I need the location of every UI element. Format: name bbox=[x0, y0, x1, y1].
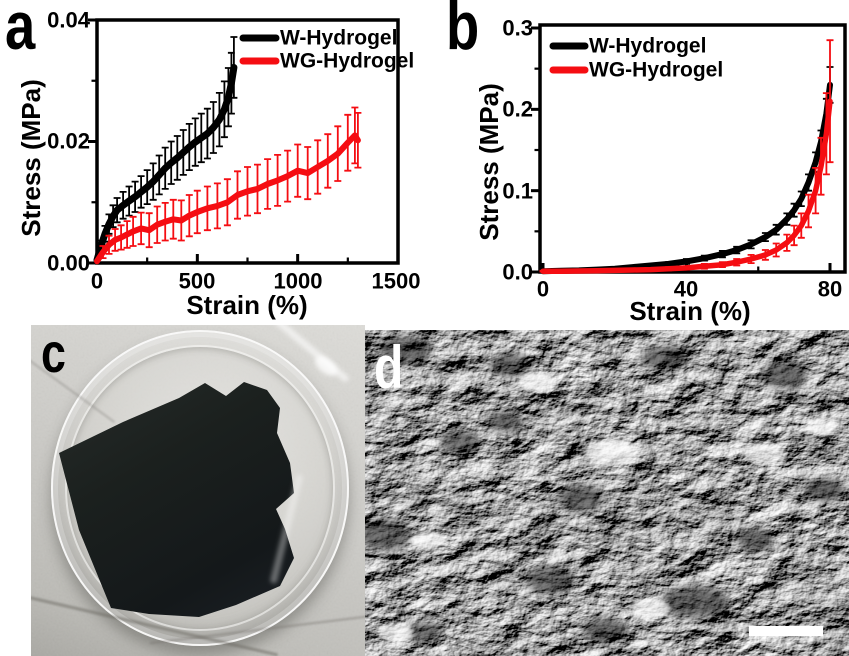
a-ytick-label: 0.02 bbox=[47, 129, 90, 154]
panel-c-letter: c bbox=[41, 325, 66, 384]
a-ytick-label: 0.00 bbox=[47, 251, 90, 276]
b-x-axis-title: Strain (%) bbox=[629, 296, 751, 326]
b-legend-label-w: W-Hydrogel bbox=[589, 35, 706, 58]
error-bars bbox=[99, 106, 362, 259]
panel-d-letter: d bbox=[374, 334, 404, 401]
b-ytick-label: 0.0 bbox=[502, 260, 533, 285]
a-ytick-label: 0.04 bbox=[47, 8, 91, 33]
chart-canvas bbox=[88, 18, 400, 265]
b-xtick-label: 40 bbox=[674, 277, 698, 302]
a-x-axis-title: Strain (%) bbox=[186, 290, 308, 320]
panel-a-letter: a bbox=[5, 0, 36, 64]
series-line bbox=[94, 132, 361, 265]
b-ytick-label: 0.2 bbox=[502, 97, 533, 122]
sem-dark-pores bbox=[365, 336, 845, 642]
series-line bbox=[540, 98, 833, 274]
b-legend-label-wg: WG-Hydrogel bbox=[589, 59, 723, 82]
b-xtick-label: 0 bbox=[537, 277, 549, 302]
series-line bbox=[93, 63, 238, 264]
a-legend-label-wg: WG-Hydrogel bbox=[280, 50, 414, 73]
b-xtick-label: 80 bbox=[818, 277, 842, 302]
a-xtick-label: 500 bbox=[179, 269, 216, 294]
panel-a-chart: 0.00 0.02 0.04 0 500 1000 1500 W-Hydroge… bbox=[47, 8, 421, 294]
petri-dish-inner-rim bbox=[65, 345, 335, 631]
a-xtick-label: 1000 bbox=[274, 269, 323, 294]
a-y-axis-title: Stress (MPa) bbox=[16, 79, 46, 237]
panel-b-letter: b bbox=[446, 0, 480, 64]
panel-b-chart: 0.0 0.1 0.2 0.3 0 40 80 W-Hydrogel WG-Hy… bbox=[502, 16, 847, 302]
sem-bright-flakes bbox=[377, 373, 839, 641]
sem-texture bbox=[365, 330, 849, 656]
chart-canvas bbox=[531, 23, 847, 275]
a-legend-label-w: W-Hydrogel bbox=[280, 27, 397, 50]
b-ytick-label: 0.1 bbox=[502, 179, 533, 204]
panel-c-photo: c bbox=[31, 325, 365, 656]
panel-d-sem-image: d bbox=[365, 330, 849, 656]
b-ytick-label: 0.3 bbox=[502, 16, 533, 41]
sem-scale-bar bbox=[749, 626, 823, 636]
plot-frame bbox=[538, 23, 847, 274]
b-y-axis-title: Stress (MPa) bbox=[474, 83, 504, 241]
a-xtick-label: 1500 bbox=[372, 269, 421, 294]
a-xtick-label: 0 bbox=[91, 269, 103, 294]
